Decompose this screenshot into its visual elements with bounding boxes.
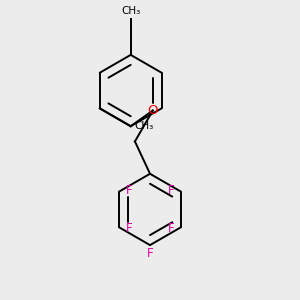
Text: F: F [168, 184, 174, 196]
Text: CH₃: CH₃ [121, 6, 140, 16]
Text: F: F [147, 247, 153, 260]
Text: O: O [148, 104, 158, 117]
Text: F: F [126, 184, 132, 196]
Text: F: F [126, 222, 132, 235]
Text: CH₃: CH₃ [134, 121, 154, 131]
Text: F: F [168, 222, 174, 235]
